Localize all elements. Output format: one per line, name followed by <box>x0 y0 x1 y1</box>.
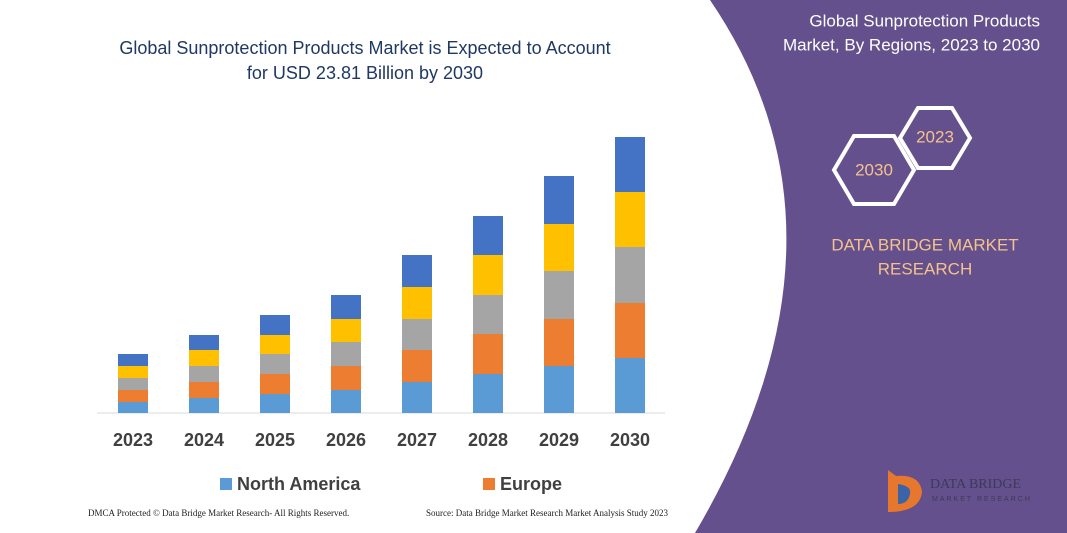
x-tick-label: 2030 <box>610 430 650 450</box>
bar-segment <box>260 335 290 354</box>
bar-segment <box>615 303 645 358</box>
bar-segment <box>544 366 574 413</box>
logo-text: MARKET RESEARCH <box>932 496 1032 503</box>
bar-segment <box>544 176 574 224</box>
hexagon <box>831 134 917 206</box>
legend-label: North America <box>237 474 361 494</box>
hexagon-label: 2023 <box>916 127 954 146</box>
bar-segment <box>189 366 219 382</box>
bar-segment <box>331 342 361 366</box>
bar-segment <box>260 315 290 335</box>
panel-title: Market, By Regions, 2023 to 2030 <box>783 35 1040 54</box>
bar-segment <box>331 319 361 342</box>
bar-segment <box>331 390 361 413</box>
x-tick-label: 2028 <box>468 430 508 450</box>
bar-segment <box>544 271 574 319</box>
bar-segment <box>260 394 290 413</box>
plot: 2023 2024 2025 2026 2027 2028 2029 2030 North Am… <box>113 137 650 494</box>
bar-segment <box>615 137 645 192</box>
bar-segment <box>402 287 432 319</box>
bar-segment <box>118 366 148 378</box>
bar-segment <box>260 374 290 394</box>
bar-segment <box>615 247 645 303</box>
bar-segment <box>331 295 361 319</box>
bar-segment <box>402 350 432 382</box>
bar-segment <box>189 350 219 366</box>
x-tick-label: 2025 <box>255 430 295 450</box>
x-tick-label: 2026 <box>326 430 366 450</box>
footer-text: DMCA Protected © Data Bridge Market Rese… <box>88 508 349 518</box>
logo-text: DATA BRIDGE <box>930 477 1021 492</box>
x-tick-label: 2029 <box>539 430 579 450</box>
bar-segment <box>473 255 503 295</box>
side-panel <box>695 0 1067 533</box>
bar-segment <box>473 295 503 334</box>
chart-title: Global Sunprotection Products Market is … <box>119 38 610 58</box>
bar-segment <box>402 382 432 413</box>
hexagon <box>897 106 973 170</box>
bar-segment <box>118 402 148 413</box>
x-tick-label: 2024 <box>184 430 224 450</box>
x-tick-label: 2023 <box>113 430 153 450</box>
bar-segment <box>189 335 219 350</box>
legend-swatch <box>220 478 232 490</box>
bar-segment <box>189 382 219 398</box>
x-tick-label: 2027 <box>397 430 437 450</box>
panel-title: Global Sunprotection Products <box>809 11 1040 30</box>
legend-label: Europe <box>500 474 562 494</box>
hexagon-label: 2030 <box>855 160 893 179</box>
bar-segment <box>402 319 432 350</box>
brand-text: RESEARCH <box>878 259 972 278</box>
bar-segment <box>473 334 503 374</box>
bar-segment <box>544 319 574 366</box>
footer-text: Source: Data Bridge Market Research Mark… <box>426 508 668 518</box>
bar-segment <box>473 374 503 413</box>
bar-segment <box>544 224 574 271</box>
bar-segment <box>118 378 148 390</box>
bar-segment <box>473 216 503 255</box>
bar-segment <box>118 354 148 366</box>
bar-segment <box>331 366 361 390</box>
brand-text: DATA BRIDGE MARKET <box>831 235 1018 254</box>
bar-segment <box>402 255 432 287</box>
bar-segment <box>189 398 219 413</box>
bar-segment <box>260 354 290 374</box>
logo-mark <box>898 484 911 504</box>
bar-segment <box>615 358 645 413</box>
bar-segment <box>615 192 645 247</box>
legend-swatch <box>483 478 495 490</box>
bar-segment <box>118 390 148 402</box>
chart-title: for USD 23.81 Billion by 2030 <box>247 63 483 83</box>
